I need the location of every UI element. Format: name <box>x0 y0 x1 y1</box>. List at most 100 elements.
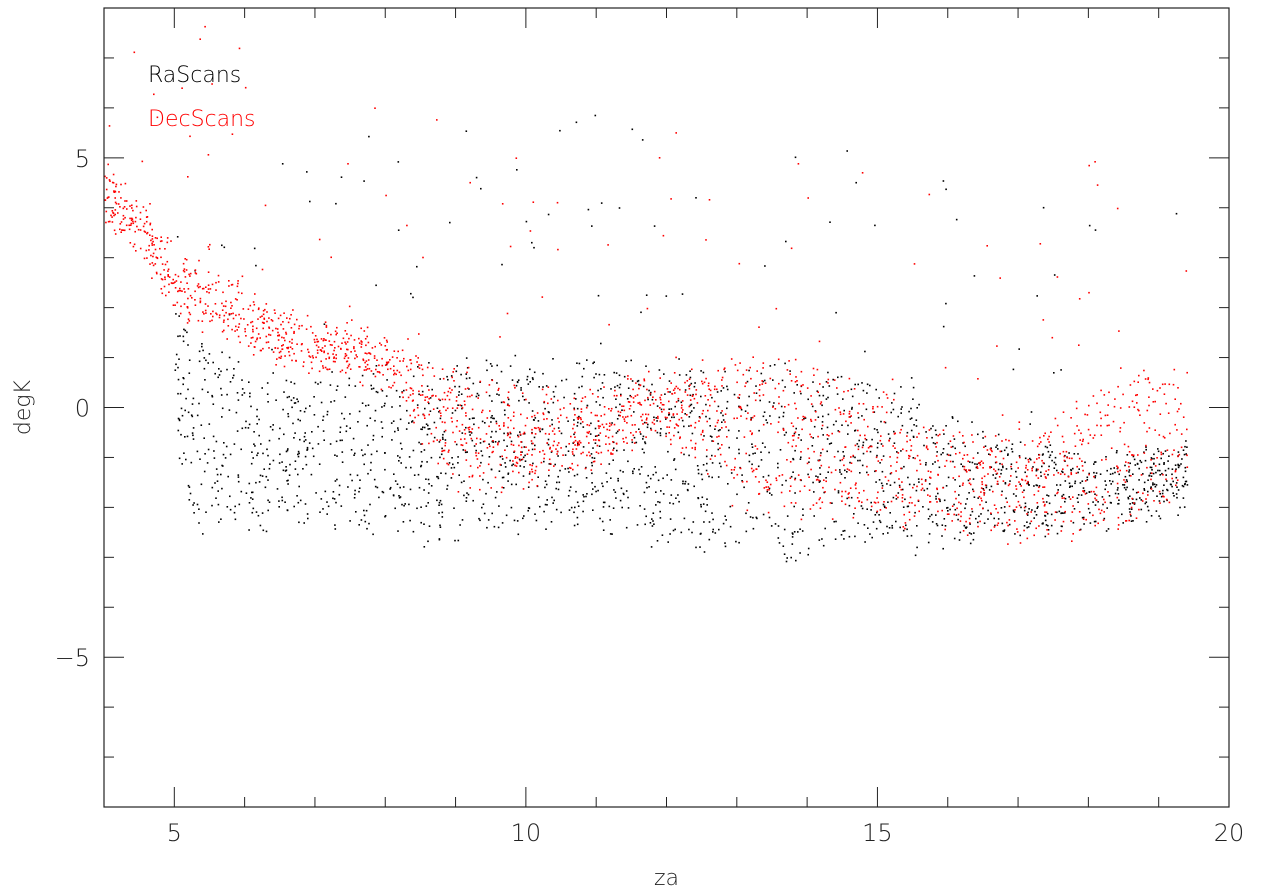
rascans-point <box>1123 484 1126 486</box>
rascans-point <box>701 478 704 481</box>
rascans-point <box>714 428 716 430</box>
decscans-point <box>166 260 169 263</box>
decscans-point <box>1088 291 1090 294</box>
rascans-point <box>741 474 743 476</box>
decscans-point <box>755 468 757 470</box>
decscans-point <box>150 239 152 242</box>
decscans-point <box>346 333 348 335</box>
rascans-point <box>997 448 999 450</box>
rascans-point <box>857 445 860 448</box>
rascans-point <box>1080 494 1083 496</box>
rascans-point <box>237 474 240 476</box>
decscans-point <box>432 394 434 397</box>
decscans-point <box>156 272 158 275</box>
decscans-point <box>582 451 584 454</box>
rascans-point <box>625 526 628 529</box>
rascans-point <box>881 470 884 473</box>
decscans-point <box>1165 478 1167 481</box>
rascans-point <box>590 461 593 464</box>
decscans-point <box>354 350 356 352</box>
decscans-point <box>979 464 982 466</box>
decscans-point <box>149 223 151 226</box>
rascans-point <box>615 497 617 499</box>
rascans-point <box>345 425 348 427</box>
decscans-point <box>132 220 134 223</box>
decscans-point <box>148 249 150 251</box>
decscans-point <box>627 375 629 377</box>
rascans-point <box>836 393 839 395</box>
rascans-point <box>178 419 181 422</box>
decscans-point <box>586 424 589 426</box>
decscans-point <box>258 307 260 309</box>
rascans-point <box>683 453 685 456</box>
rascans-point <box>706 498 708 500</box>
rascans-point <box>1020 506 1022 509</box>
decscans-point <box>746 480 748 483</box>
decscans-point <box>929 476 931 479</box>
rascans-point <box>542 372 544 375</box>
rascans-point <box>659 510 661 513</box>
rascans-point <box>1007 454 1009 456</box>
decscans-point <box>510 443 513 446</box>
rascans-point <box>504 462 506 464</box>
decscans-point <box>513 450 516 453</box>
decscans-point <box>696 402 699 404</box>
rascans-point <box>1132 455 1135 458</box>
rascans-point <box>876 429 878 431</box>
rascans-point <box>929 515 931 518</box>
rascans-point <box>248 381 250 383</box>
decscans-point <box>424 399 426 401</box>
rascans-point <box>882 503 885 506</box>
decscans-point <box>194 269 197 271</box>
decscans-point <box>983 475 986 478</box>
rascans-point <box>1094 229 1097 231</box>
decscans-point <box>660 402 662 404</box>
decscans-point <box>775 307 778 310</box>
rascans-point <box>818 539 821 541</box>
rascans-point <box>501 476 504 479</box>
decscans-point <box>929 477 932 479</box>
rascans-point <box>550 451 553 453</box>
decscans-point <box>731 504 734 507</box>
rascans-point <box>914 511 916 514</box>
decscans-point <box>700 433 702 436</box>
decscans-point <box>1105 458 1107 461</box>
rascans-point <box>839 469 841 471</box>
rascans-point <box>747 502 750 504</box>
decscans-point <box>298 327 300 330</box>
decscans-point <box>817 391 819 393</box>
rascans-point <box>267 499 269 502</box>
rascans-point <box>313 396 315 398</box>
decscans-point <box>107 163 109 166</box>
decscans-point <box>672 413 675 415</box>
rascans-point <box>188 486 191 488</box>
decscans-point <box>132 209 134 212</box>
decscans-point <box>579 441 582 444</box>
rascans-point <box>340 176 343 178</box>
rascans-point <box>947 510 949 512</box>
decscans-point <box>641 419 643 422</box>
rascans-point <box>741 480 743 482</box>
decscans-point <box>187 288 190 290</box>
rascans-point <box>618 414 620 417</box>
rascans-point <box>447 378 449 381</box>
rascans-point <box>537 420 540 422</box>
decscans-point <box>758 394 761 397</box>
rascans-point <box>482 503 485 505</box>
rascans-point <box>1085 492 1088 494</box>
decscans-point <box>409 394 412 396</box>
rascans-point <box>1074 482 1076 485</box>
decscans-point <box>393 369 395 372</box>
decscans-point <box>677 397 680 400</box>
y-tick-label: 0 <box>75 395 90 423</box>
rascans-point <box>678 500 680 503</box>
rascans-point <box>517 533 520 536</box>
rascans-point <box>1000 507 1003 509</box>
decscans-point <box>611 453 614 455</box>
rascans-point <box>256 415 258 418</box>
rascans-point <box>189 492 192 495</box>
decscans-point <box>1063 459 1066 462</box>
rascans-point <box>708 538 711 541</box>
rascans-point <box>361 374 364 377</box>
rascans-point <box>226 393 228 396</box>
